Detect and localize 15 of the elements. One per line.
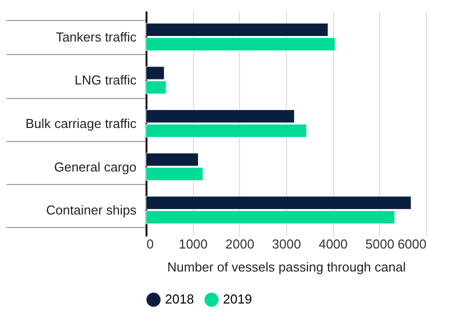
y-tick-label: LNG traffic: [74, 72, 137, 88]
x-tick-label: 4000: [318, 236, 348, 252]
y-tick-label: Tankers traffic: [56, 29, 137, 44]
legend-label: 2019: [223, 292, 252, 307]
y-tick-label: General cargo: [54, 159, 136, 174]
y-tick-label: Container ships: [46, 202, 137, 218]
x-tick-label: 2000: [225, 236, 254, 252]
x-tick-label: 5000: [365, 236, 394, 252]
x-tick-label: 1000: [178, 236, 208, 252]
x-tick-label: 0: [146, 236, 154, 252]
x-axis-title: Number of vessels passing through canal: [167, 260, 406, 274]
legend-label: 2018: [165, 292, 194, 307]
x-tick-label: 3000: [272, 236, 301, 252]
x-tick-label: 6000: [398, 236, 426, 252]
y-tick-label: Bulk carriage traffic: [25, 116, 137, 131]
